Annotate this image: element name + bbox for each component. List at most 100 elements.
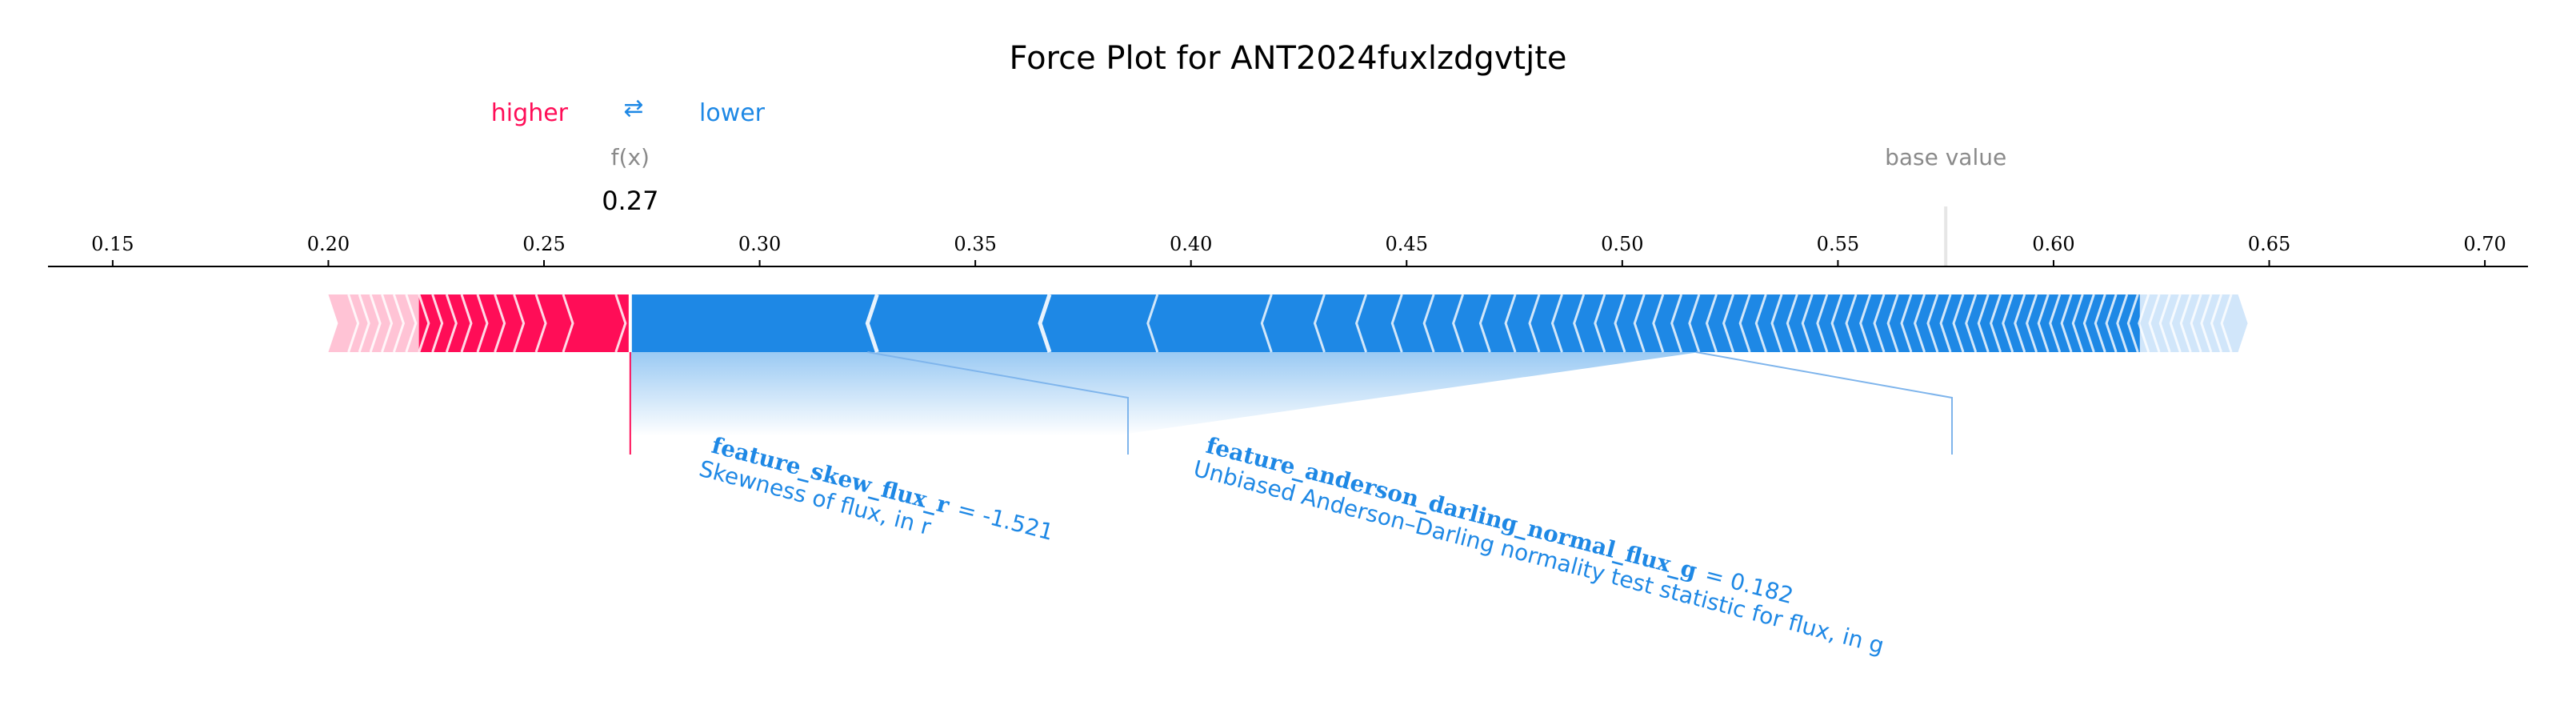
negative-chevron bbox=[1830, 294, 1843, 353]
x-tick-label-1: 0.20 bbox=[307, 233, 350, 255]
negative-chevron bbox=[2049, 294, 2062, 353]
negative-chevron bbox=[1859, 294, 1872, 353]
negative-chevron bbox=[1452, 294, 1465, 353]
x-tick-label-4: 0.35 bbox=[954, 233, 996, 255]
negative-chevron bbox=[2002, 294, 2014, 353]
feature-name-text: feature_anderson_darling_normal_flux_g bbox=[1203, 432, 1699, 584]
x-tick-label-5: 0.40 bbox=[1170, 233, 1212, 255]
x-tick-label-0: 0.15 bbox=[91, 233, 134, 255]
negative-chevron bbox=[1688, 294, 1701, 353]
fx-value: 0.27 bbox=[602, 186, 658, 216]
negative-chevron bbox=[1390, 294, 1403, 353]
negative-chevron bbox=[1801, 294, 1814, 353]
negative-chevron bbox=[2105, 294, 2118, 353]
positive-chevron bbox=[405, 294, 418, 353]
negative-chevron bbox=[1422, 294, 1435, 353]
negative-chevron bbox=[1873, 294, 1886, 353]
positive-chevron bbox=[392, 294, 405, 353]
negative-chevron-major bbox=[865, 294, 879, 353]
negative-chevron bbox=[2014, 294, 2026, 353]
negative-chevron bbox=[2138, 294, 2150, 353]
plot-area: base value f(x) 0.27 0.15 0.20 0.25 0.30 0.35 0.… bbox=[48, 144, 2528, 659]
negative-chevron bbox=[2148, 294, 2161, 353]
negative-chevron bbox=[1146, 294, 1159, 353]
negative-chevron bbox=[1738, 294, 1751, 353]
feature-value-text: = -1.521 bbox=[954, 495, 1056, 546]
x-tick-label-10: 0.65 bbox=[2248, 233, 2290, 255]
negative-chevron bbox=[1313, 294, 1326, 353]
negative-chevron bbox=[2116, 294, 2129, 353]
negative-chevron bbox=[1354, 294, 1368, 353]
negative-chevron bbox=[1528, 294, 1541, 353]
positive-chevron bbox=[534, 294, 547, 353]
negative-chevron bbox=[1722, 294, 1734, 353]
negative-bar bbox=[630, 294, 2140, 352]
negative-chevron bbox=[2200, 294, 2213, 353]
negative-chevron bbox=[2169, 294, 2182, 353]
positive-chevron bbox=[614, 294, 627, 353]
x-tick-label-8: 0.55 bbox=[1817, 233, 1859, 255]
legend: higher ⇄ lower bbox=[491, 94, 766, 127]
negative-chevron bbox=[2071, 294, 2084, 353]
negative-chevron bbox=[1614, 294, 1626, 353]
positive-chevron bbox=[460, 294, 473, 353]
x-tick-label-2: 0.25 bbox=[522, 233, 565, 255]
negative-chevron bbox=[1504, 294, 1517, 353]
feature-label-anderson: feature_anderson_darling_normal_flux_g= … bbox=[1190, 432, 1886, 659]
negative-chevron bbox=[2025, 294, 2038, 353]
negative-chevron bbox=[1633, 294, 1646, 353]
positive-chevron bbox=[445, 294, 458, 353]
negative-chevron bbox=[2220, 294, 2233, 353]
negative-chevron bbox=[1965, 294, 1978, 353]
positive-chevron bbox=[513, 294, 526, 353]
negative-chevron bbox=[1845, 294, 1858, 353]
legend-arrows-icon: ⇄ bbox=[623, 94, 643, 122]
negative-chevron bbox=[1754, 294, 1767, 353]
feature-description-anderson: Unbiased Anderson–Darling normality test… bbox=[1190, 455, 1886, 659]
x-tick-label-3: 0.30 bbox=[738, 233, 781, 255]
positive-chevron bbox=[562, 294, 574, 353]
negative-chevron bbox=[1652, 294, 1665, 353]
feature-connector-anderson bbox=[1695, 351, 1953, 455]
positive-chevron bbox=[476, 294, 489, 353]
fx-label: f(x) bbox=[611, 144, 650, 170]
x-tick-label-11: 0.70 bbox=[2463, 233, 2506, 255]
negative-chevron bbox=[2158, 294, 2171, 353]
negative-chevron bbox=[1260, 294, 1273, 353]
base-value-label: base value bbox=[1885, 144, 2006, 170]
negative-chevron bbox=[1573, 294, 1586, 353]
negative-chevron-major bbox=[1038, 294, 1052, 353]
negative-chevron bbox=[2179, 294, 2192, 353]
negative-chevron bbox=[2060, 294, 2073, 353]
negative-chevron bbox=[2082, 294, 2095, 353]
feature-name-anderson: feature_anderson_darling_normal_flux_g= … bbox=[1203, 432, 1796, 609]
negative-chevron bbox=[2037, 294, 2050, 353]
negative-chevron bbox=[1952, 294, 1965, 353]
negative-chevron bbox=[1900, 294, 1913, 353]
positive-chevron bbox=[418, 294, 430, 353]
negative-chevron bbox=[1939, 294, 1952, 353]
legend-lower-label: lower bbox=[699, 99, 766, 127]
negative-chevron bbox=[1886, 294, 1899, 353]
negative-chevron bbox=[2126, 294, 2139, 353]
negative-chevron bbox=[2190, 294, 2202, 353]
positive-chevron bbox=[431, 294, 444, 353]
negative-chevron bbox=[1670, 294, 1683, 353]
negative-chevron bbox=[1926, 294, 1939, 353]
x-tick-label-6: 0.45 bbox=[1386, 233, 1428, 255]
positive-chevron bbox=[347, 294, 360, 353]
negative-effect-gradient bbox=[630, 352, 1700, 436]
legend-higher-label: higher bbox=[491, 99, 569, 127]
negative-chevron bbox=[2094, 294, 2106, 353]
negative-chevron bbox=[1550, 294, 1563, 353]
negative-chevron bbox=[1816, 294, 1829, 353]
negative-chevron bbox=[1977, 294, 1990, 353]
x-tick-label-9: 0.60 bbox=[2032, 233, 2074, 255]
positive-chevron bbox=[369, 294, 382, 353]
positive-chevron bbox=[381, 294, 394, 353]
positive-chevron bbox=[358, 294, 370, 353]
negative-chevron bbox=[2210, 294, 2222, 353]
negative-chevron bbox=[1705, 294, 1718, 353]
